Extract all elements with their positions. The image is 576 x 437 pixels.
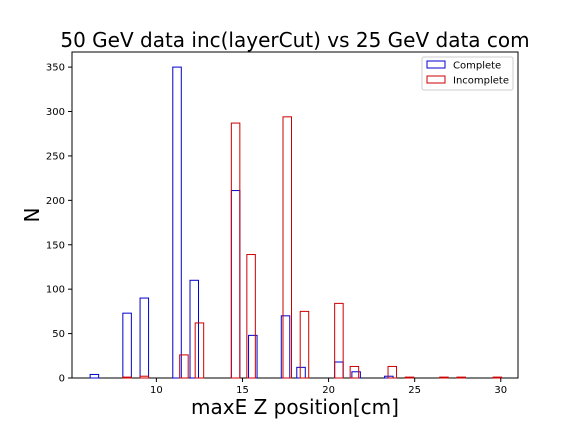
bar-incomplete-10 — [387, 365, 398, 379]
legend-swatch-complete — [426, 60, 446, 69]
bar-complete-9 — [334, 361, 344, 379]
legend-label-complete: Complete — [453, 61, 501, 72]
x-tick-label: 10 — [150, 385, 163, 396]
y-tick-label: 250 — [46, 151, 65, 162]
bar-incomplete-7 — [299, 310, 310, 379]
y-tick-label: 50 — [52, 329, 65, 340]
legend-label-incomplete: Incomplete — [453, 76, 509, 87]
bar-incomplete-1 — [139, 375, 150, 379]
bar-incomplete-13 — [456, 376, 466, 379]
x-axis-label: maxE Z position[cm] — [191, 395, 399, 419]
bar-incomplete-9 — [349, 365, 360, 379]
chart-title: 50 GeV data inc(layerCut) vs 25 GeV data… — [60, 28, 529, 52]
bar-complete-0 — [89, 373, 100, 379]
bar-incomplete-6 — [282, 116, 292, 379]
y-tick-label: 100 — [46, 285, 65, 296]
y-tick-label: 200 — [46, 196, 65, 207]
plot-frame — [71, 51, 519, 379]
bars-layer — [89, 66, 503, 379]
y-axis-label: N — [20, 208, 44, 223]
bar-incomplete-14 — [492, 376, 503, 379]
x-tick-label: 25 — [408, 385, 421, 396]
bar-complete-4 — [189, 279, 200, 379]
bar-incomplete-0 — [122, 376, 132, 379]
y-tick-label: 0 — [59, 374, 65, 385]
bar-incomplete-12 — [439, 376, 449, 379]
bar-incomplete-3 — [194, 322, 205, 379]
y-tick-label: 150 — [46, 240, 65, 251]
bar-incomplete-11 — [404, 376, 415, 379]
y-tick-label: 300 — [46, 107, 65, 118]
bar-complete-2 — [139, 297, 150, 379]
legend: Complete Incomplete — [421, 56, 514, 91]
bar-incomplete-8 — [334, 302, 344, 379]
bar-complete-3 — [172, 66, 182, 379]
bar-incomplete-4 — [230, 122, 241, 379]
x-tick-label: 30 — [494, 385, 507, 396]
y-tick-label: 350 — [46, 63, 65, 74]
bar-incomplete-2 — [179, 354, 189, 379]
bar-complete-1 — [122, 312, 132, 379]
bar-complete-8 — [296, 366, 306, 379]
x-tick-label: 20 — [322, 385, 335, 396]
bar-incomplete-5 — [246, 254, 256, 379]
bar-complete-5 — [230, 190, 241, 379]
legend-swatch-incomplete — [426, 75, 446, 84]
x-tick-label: 15 — [236, 385, 249, 396]
